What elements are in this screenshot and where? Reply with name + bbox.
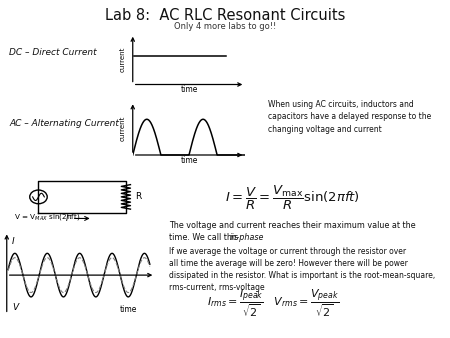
Text: time: time (180, 86, 198, 94)
Text: in-phase: in-phase (230, 233, 264, 242)
Text: I: I (12, 237, 15, 246)
Text: I: I (65, 214, 68, 223)
Text: current: current (120, 46, 126, 72)
Text: AC – Alternating Current: AC – Alternating Current (9, 119, 119, 128)
Text: time: time (120, 305, 137, 314)
Text: V: V (12, 304, 18, 312)
Text: When using AC circuits, inductors and
capacitors have a delayed response to the
: When using AC circuits, inductors and ca… (268, 100, 431, 134)
Text: $I_{rms} = \dfrac{I_{peak}}{\sqrt{2}}$$\quad V_{rms} = \dfrac{V_{peak}}{\sqrt{2}: $I_{rms} = \dfrac{I_{peak}}{\sqrt{2}}$$\… (207, 288, 339, 319)
Text: DC – Direct Current: DC – Direct Current (9, 48, 97, 57)
Text: V = V$_{MAX}$ sin(2πft): V = V$_{MAX}$ sin(2πft) (14, 212, 80, 222)
Text: current: current (120, 116, 126, 141)
Text: Lab 8:  AC RLC Resonant Circuits: Lab 8: AC RLC Resonant Circuits (105, 8, 345, 23)
Text: time: time (180, 156, 198, 165)
Text: $I = \dfrac{V}{R} = \dfrac{V_{\mathrm{max}}}{R}\sin(2\pi f t)$: $I = \dfrac{V}{R} = \dfrac{V_{\mathrm{ma… (225, 184, 360, 212)
Text: The voltage and current reaches their maximum value at the: The voltage and current reaches their ma… (169, 221, 415, 231)
Text: Only 4 more labs to go!!: Only 4 more labs to go!! (174, 22, 276, 31)
Text: If we average the voltage or current through the resistor over
all time the aver: If we average the voltage or current thr… (169, 247, 435, 292)
Text: time. We call this: time. We call this (169, 233, 240, 242)
Text: R: R (135, 192, 141, 201)
